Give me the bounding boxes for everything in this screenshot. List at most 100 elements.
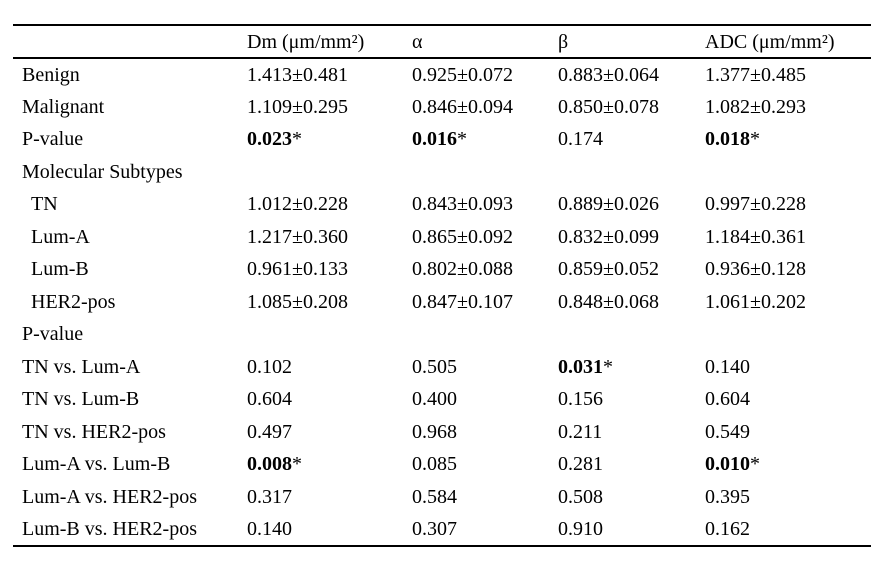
value-cell: 0.865±0.092 — [412, 225, 513, 248]
value-cell: 0.549 — [705, 420, 750, 443]
value-cell — [247, 318, 412, 351]
results-table: Dm (μm/mm²) α β ADC (μm/mm²) Benign 1.413±0.… — [13, 24, 871, 547]
header-cell: α — [412, 30, 423, 53]
table-header: Dm (μm/mm²) α β ADC (μm/mm²) — [13, 25, 871, 58]
table-row: Lum-A 1.217±0.360 0.865±0.092 0.832±0.099 1.… — [13, 221, 871, 254]
value-cell: 0.889±0.026 — [558, 193, 659, 216]
value-cell: 0.859±0.052 — [558, 258, 659, 281]
value-cell: 1.085±0.208 — [247, 290, 348, 313]
value-cell: 0.010* — [705, 453, 760, 476]
table-row: TN vs. Lum-B 0.604 0.400 0.156 0.604 — [13, 383, 871, 416]
value-cell — [247, 156, 412, 189]
value-cell: 0.211 — [558, 420, 603, 443]
value-cell: 1.012±0.228 — [247, 193, 348, 216]
value-cell: 0.031* — [558, 355, 613, 378]
value-cell: 0.968 — [412, 420, 457, 443]
header-cell: β — [558, 30, 569, 53]
row-label: P-value — [22, 323, 84, 346]
header-cell-empty — [13, 25, 247, 58]
value-cell: 0.584 — [412, 485, 457, 508]
table-row: Lum-A vs. HER2-pos 0.317 0.584 0.508 0.395 — [13, 481, 871, 514]
value-cell: 1.082±0.293 — [705, 95, 806, 118]
row-label: TN vs. Lum-A — [22, 355, 141, 378]
table-row: TN vs. Lum-A 0.102 0.505 0.031* 0.140 — [13, 351, 871, 384]
row-label: Malignant — [22, 95, 105, 118]
value-cell: 0.497 — [247, 420, 292, 443]
header-row: Dm (μm/mm²) α β ADC (μm/mm²) — [13, 25, 871, 58]
value-cell: 0.140 — [247, 517, 292, 540]
value-cell: 0.400 — [412, 388, 457, 411]
value-cell: 0.307 — [412, 517, 457, 540]
value-cell: 0.140 — [705, 355, 750, 378]
row-label: Molecular Subtypes — [22, 160, 183, 183]
value-cell — [558, 318, 705, 351]
row-label: HER2-pos — [31, 290, 116, 313]
value-cell: 0.156 — [558, 388, 603, 411]
row-label: Lum-A vs. HER2-pos — [22, 485, 197, 508]
value-cell: 1.109±0.295 — [247, 95, 348, 118]
value-cell — [705, 156, 871, 189]
row-label: Lum-A — [31, 225, 90, 248]
table-body: Benign 1.413±0.481 0.925±0.072 0.883±0.064 1… — [13, 58, 871, 546]
row-label: TN vs. HER2-pos — [22, 420, 166, 443]
value-cell: 0.508 — [558, 485, 603, 508]
table-row: P-value — [13, 318, 871, 351]
value-cell: 1.377±0.485 — [705, 63, 806, 86]
row-label: Lum-B vs. HER2-pos — [22, 517, 197, 540]
value-cell: 1.061±0.202 — [705, 290, 806, 313]
row-label: Lum-A vs. Lum-B — [22, 453, 171, 476]
value-cell: 0.008* — [247, 453, 302, 476]
value-cell: 0.162 — [705, 517, 750, 540]
table-row: Lum-B 0.961±0.133 0.802±0.088 0.859±0.052 0.… — [13, 253, 871, 286]
value-cell: 1.184±0.361 — [705, 225, 806, 248]
row-label: Lum-B — [31, 258, 89, 281]
value-cell: 0.848±0.068 — [558, 290, 659, 313]
row-label: Benign — [22, 63, 80, 86]
value-cell: 0.505 — [412, 355, 457, 378]
header-cell: ADC (μm/mm²) — [705, 30, 835, 53]
value-cell: 0.023* — [247, 128, 302, 151]
value-cell: 0.085 — [412, 453, 457, 476]
value-cell: 0.883±0.064 — [558, 63, 659, 86]
value-cell: 0.281 — [558, 453, 603, 476]
table-row: P-value 0.023* 0.016* 0.174 0.018* — [13, 123, 871, 156]
table-row: Malignant 1.109±0.295 0.846±0.094 0.850±0.0… — [13, 91, 871, 124]
value-cell: 0.910 — [558, 517, 603, 540]
table-row: TN vs. HER2-pos 0.497 0.968 0.211 0.549 — [13, 416, 871, 449]
table-row: Benign 1.413±0.481 0.925±0.072 0.883±0.064 1… — [13, 58, 871, 91]
value-cell: 0.925±0.072 — [412, 63, 513, 86]
row-label: P-value — [22, 128, 84, 151]
value-cell — [558, 156, 705, 189]
value-cell: 0.604 — [705, 388, 750, 411]
table-row: Lum-B vs. HER2-pos 0.140 0.307 0.910 0.162 — [13, 513, 871, 546]
value-cell: 0.997±0.228 — [705, 193, 806, 216]
value-cell: 0.802±0.088 — [412, 258, 513, 281]
value-cell: 0.847±0.107 — [412, 290, 513, 313]
value-cell — [412, 318, 558, 351]
value-cell: 0.846±0.094 — [412, 95, 513, 118]
value-cell — [412, 156, 558, 189]
value-cell: 0.961±0.133 — [247, 258, 348, 281]
value-cell: 0.317 — [247, 485, 292, 508]
value-cell: 0.936±0.128 — [705, 258, 806, 281]
value-cell: 0.395 — [705, 485, 750, 508]
value-cell: 0.850±0.078 — [558, 95, 659, 118]
value-cell: 0.832±0.099 — [558, 225, 659, 248]
table-row: HER2-pos 1.085±0.208 0.847±0.107 0.848±0.06… — [13, 286, 871, 319]
value-cell: 0.174 — [558, 128, 603, 151]
value-cell: 1.217±0.360 — [247, 225, 348, 248]
row-label: TN vs. Lum-B — [22, 388, 140, 411]
value-cell: 1.413±0.481 — [247, 63, 348, 86]
row-label: TN — [31, 193, 58, 216]
value-cell: 0.016* — [412, 128, 467, 151]
value-cell — [705, 318, 871, 351]
table-row: Lum-A vs. Lum-B 0.008* 0.085 0.281 0.010* — [13, 448, 871, 481]
value-cell: 0.604 — [247, 388, 292, 411]
table-row: TN 1.012±0.228 0.843±0.093 0.889±0.026 0.997… — [13, 188, 871, 221]
header-cell: Dm (μm/mm²) — [247, 30, 365, 53]
value-cell: 0.102 — [247, 355, 292, 378]
value-cell: 0.018* — [705, 128, 760, 151]
table-row: Molecular Subtypes — [13, 156, 871, 189]
value-cell: 0.843±0.093 — [412, 193, 513, 216]
